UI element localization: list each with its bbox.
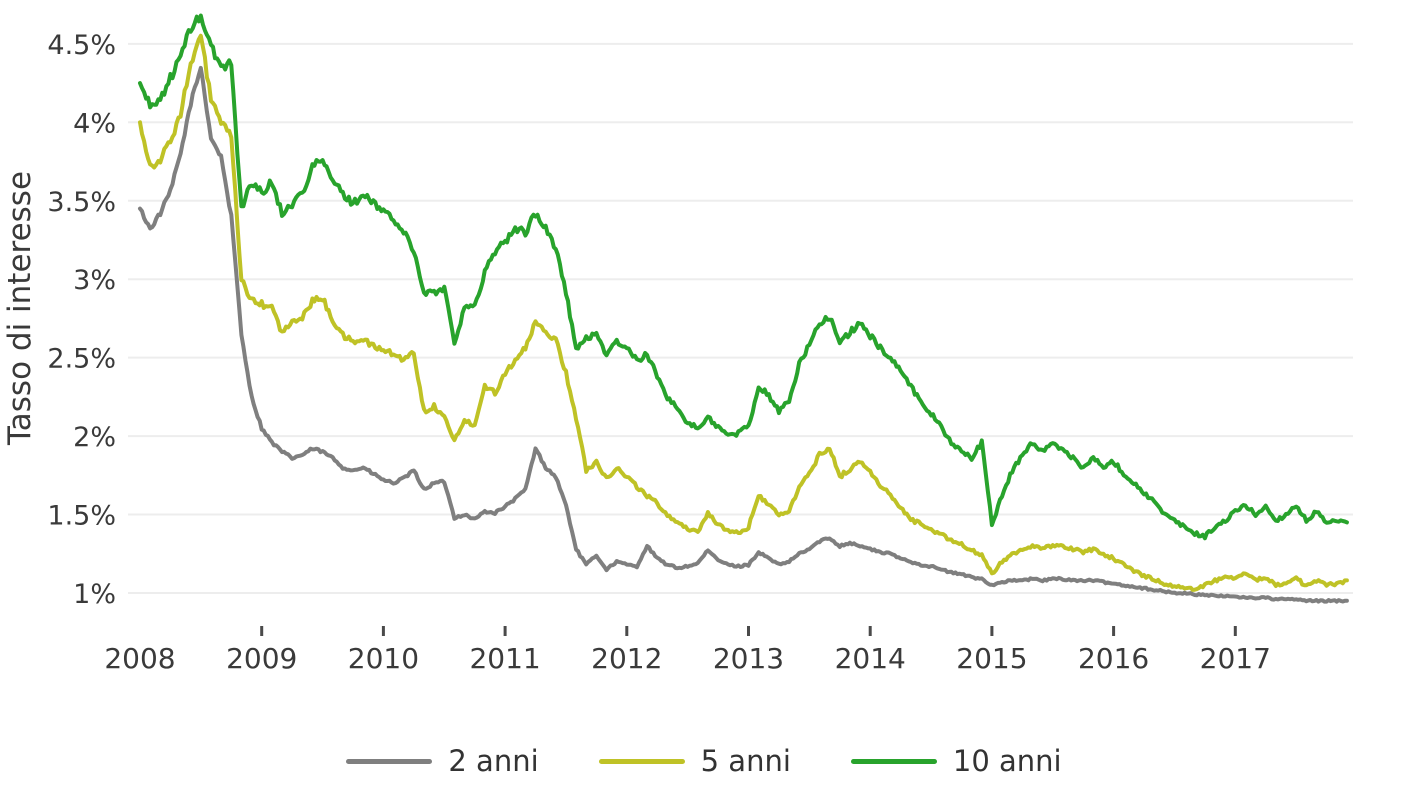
legend-item-5-anni: 5 anni (598, 744, 791, 778)
line-5-anni (138, 33, 1349, 592)
x-tick-label: 2017 (1200, 642, 1271, 675)
x-tick-label: 2010 (348, 642, 419, 675)
gridlines (128, 42, 1353, 594)
legend-label: 10 anni (952, 744, 1062, 778)
y-tick-label: 3% (73, 265, 116, 296)
x-tick-label: 2014 (835, 642, 906, 675)
y-tick-label: 4% (73, 108, 116, 139)
x-tick-label: 2012 (591, 642, 662, 675)
x-tick-label: 2016 (1078, 642, 1149, 675)
x-tick-label: 2013 (713, 642, 784, 675)
x-tick-label: 2008 (104, 642, 175, 675)
y-tick-label: 2.5% (47, 344, 116, 375)
y-tick-label: 2% (73, 422, 116, 453)
x-tick-label: 2009 (226, 642, 297, 675)
legend-label: 2 anni (448, 744, 539, 778)
line-10-anni (138, 13, 1349, 541)
y-tick-label: 1% (73, 579, 116, 610)
y-tick-label: 4.5% (47, 30, 116, 61)
y-tick-label: 1.5% (47, 501, 116, 532)
legend-item-10-anni: 10 anni (850, 744, 1062, 778)
x-axis-labels: 2008 2009 2010 2011 2012 2013 2014 2015 2016 2017 (104, 626, 1271, 675)
legend-swatch (850, 758, 937, 764)
legend-swatch (598, 758, 685, 764)
y-axis-labels: 1% 1.5% 2% 2.5% 3% 3.5% 4% 4.5% (47, 30, 116, 610)
legend: 2 anni 5 anni 10 anni (0, 744, 1408, 778)
y-tick-label: 3.5% (47, 187, 116, 218)
plot-svg: 1% 1.5% 2% 2.5% 3% 3.5% 4% 4.5% 2008 2009 2010 201… (2, 13, 1353, 675)
legend-item-2-anni: 2 anni (346, 744, 539, 778)
series-lines (138, 13, 1349, 604)
y-axis-title: Tasso di interesse (2, 171, 38, 446)
legend-label: 5 anni (700, 744, 791, 778)
x-tick-label: 2015 (956, 642, 1027, 675)
line-2-anni (138, 65, 1349, 604)
legend-swatch (346, 758, 433, 764)
x-tick-label: 2011 (469, 642, 540, 675)
